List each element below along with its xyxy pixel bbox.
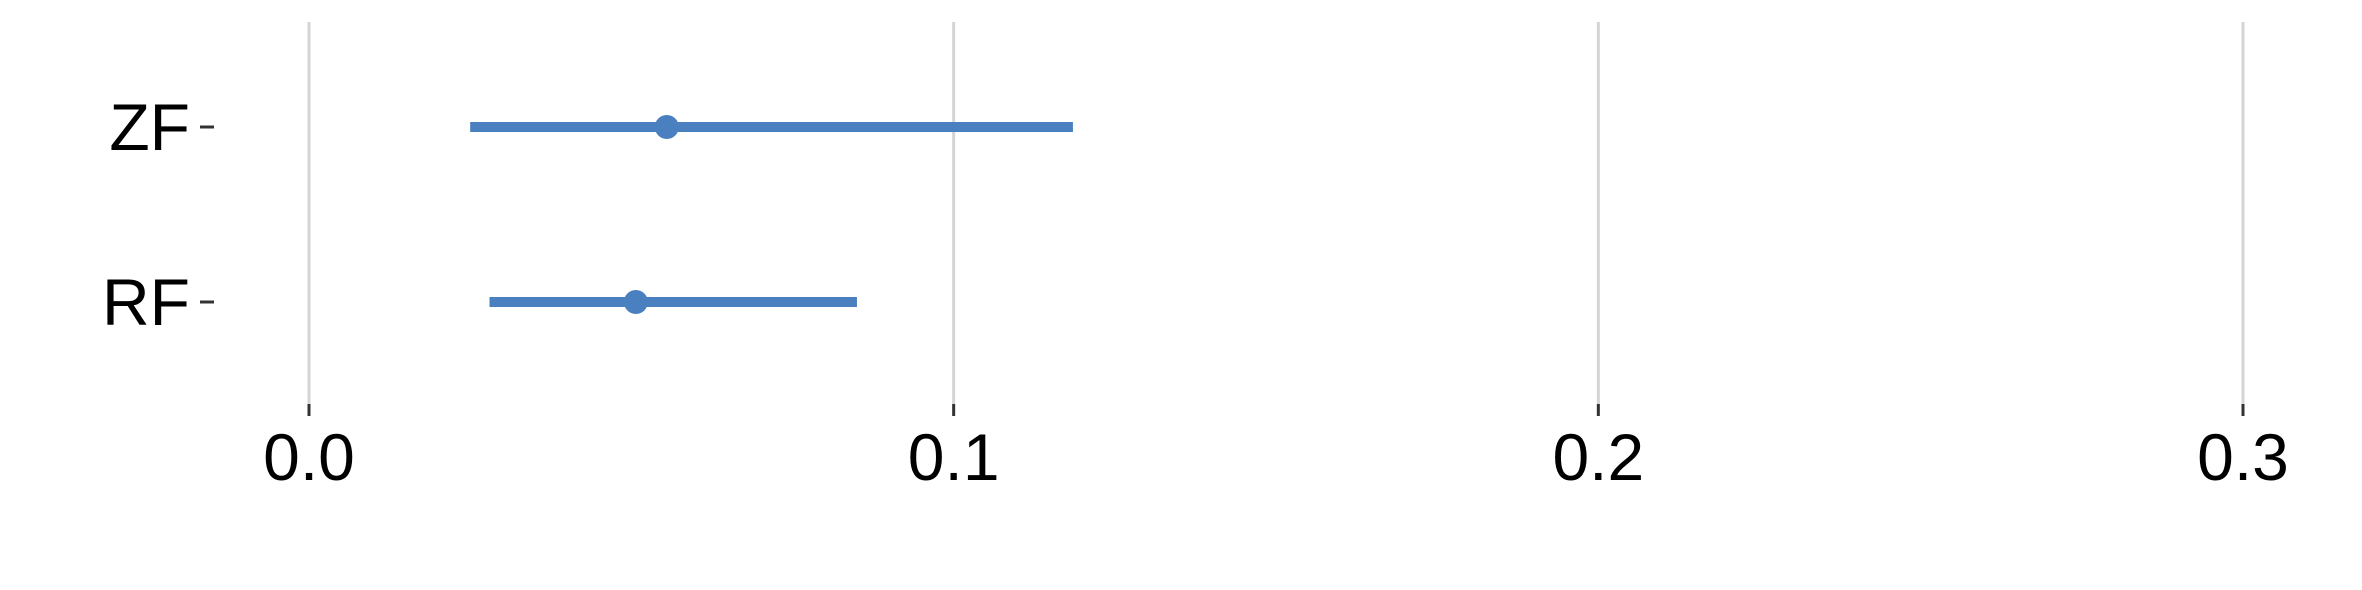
x-tick-label: 0.3 [2197, 420, 2289, 494]
estimate-series [470, 115, 1073, 314]
vertical-gridlines [307, 22, 2245, 410]
x-axis-ticks: 0.0 0.1 0.2 0.3 [263, 404, 2289, 494]
x-tick-label: 0.2 [1552, 420, 1644, 494]
y-axis-ticks: ZF RF [102, 90, 214, 339]
y-tick-label-rf: RF [102, 265, 190, 339]
y-tick-label-zf: ZF [109, 90, 190, 164]
x-tick-label: 0.0 [263, 420, 355, 494]
point-estimate-zf [654, 115, 679, 139]
x-tick-label: 0.1 [908, 420, 1000, 494]
point-estimate-rf [623, 290, 648, 314]
